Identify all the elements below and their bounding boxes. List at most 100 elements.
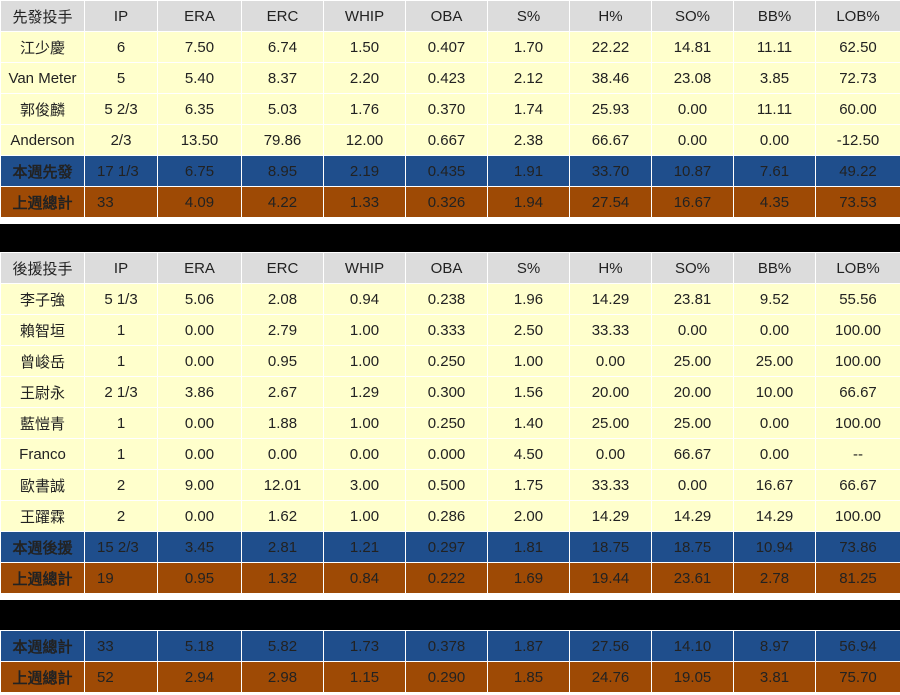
stat-cell: 66.67: [815, 469, 900, 501]
stat-cell: 2: [84, 500, 158, 532]
stat-cell: -12.50: [815, 124, 900, 156]
stat-cell: 2.79: [241, 314, 324, 346]
stat-cell: 20.00: [651, 376, 734, 408]
stat-cell: 0.370: [405, 93, 488, 125]
pitcher-name: Franco: [0, 438, 85, 470]
stat-cell: 3.86: [157, 376, 242, 408]
stat-cell: 0.00: [651, 93, 734, 125]
stat-cell: 0.378: [405, 630, 488, 662]
column-header: BB%: [733, 252, 816, 284]
this-week-total-row: 本週總計 33 5.18 5.82 1.73 0.378 1.87 27.56 14.10 8.9…: [0, 630, 900, 662]
stat-cell: 2 1/3: [84, 376, 158, 408]
stat-cell: 0.00: [733, 407, 816, 439]
stat-cell: 81.25: [815, 562, 900, 594]
pitcher-name: 江少慶: [0, 31, 85, 63]
summary-label: 本週後援: [0, 531, 85, 563]
table-row: Anderson 2/3 13.50 79.86 12.00 0.667 2.38 66.67…: [0, 124, 900, 156]
stat-cell: 0.407: [405, 31, 488, 63]
stat-cell: 15 2/3: [84, 531, 158, 563]
stat-cell: 14.81: [651, 31, 734, 63]
stat-cell: 0.00: [241, 438, 324, 470]
column-header: SO%: [651, 252, 734, 284]
stat-cell: 1.32: [241, 562, 324, 594]
stat-cell: 5.06: [157, 283, 242, 315]
stat-cell: 0.250: [405, 407, 488, 439]
stat-cell: 1.00: [323, 345, 406, 377]
column-header: ERA: [157, 252, 242, 284]
column-header: LOB%: [815, 0, 900, 32]
stat-cell: 23.81: [651, 283, 734, 315]
stat-cell: 4.09: [157, 186, 242, 218]
stat-cell: 27.54: [569, 186, 652, 218]
stat-cell: 0.500: [405, 469, 488, 501]
table-row: 賴智垣 1 0.00 2.79 1.00 0.333 2.50 33.33 0.00 0.00 10…: [0, 314, 900, 346]
stat-cell: 2.94: [157, 661, 242, 693]
stat-cell: 1.69: [487, 562, 570, 594]
stat-cell: 1.87: [487, 630, 570, 662]
stat-cell: 1.29: [323, 376, 406, 408]
stat-cell: 0.000: [405, 438, 488, 470]
stat-cell: 0.00: [651, 124, 734, 156]
stat-cell: --: [815, 438, 900, 470]
stat-cell: 38.46: [569, 62, 652, 94]
stat-cell: 0.00: [569, 438, 652, 470]
table-row: 王尉永 2 1/3 3.86 2.67 1.29 0.300 1.56 20.00 20.00 1…: [0, 376, 900, 408]
pitcher-name: 藍愷青: [0, 407, 85, 439]
summary-label: 上週總計: [0, 661, 85, 693]
stat-cell: 0.00: [157, 500, 242, 532]
column-header: IP: [84, 0, 158, 32]
stat-cell: 0.667: [405, 124, 488, 156]
stat-cell: 0.238: [405, 283, 488, 315]
stat-cell: 1.75: [487, 469, 570, 501]
column-header: WHIP: [323, 0, 406, 32]
stat-cell: 0.300: [405, 376, 488, 408]
header-row: 後援投手 IP ERA ERC WHIP OBA S% H% SO% BB% LOB%: [0, 252, 900, 284]
stat-cell: 0.95: [157, 562, 242, 594]
stat-cell: 73.53: [815, 186, 900, 218]
stat-cell: 25.00: [733, 345, 816, 377]
pitcher-name: 歐書誠: [0, 469, 85, 501]
stat-cell: 1.00: [323, 314, 406, 346]
stat-cell: 25.00: [651, 407, 734, 439]
column-header: ERC: [241, 252, 324, 284]
column-header: SO%: [651, 0, 734, 32]
stat-cell: 0.94: [323, 283, 406, 315]
stat-cell: 0.423: [405, 62, 488, 94]
stat-cell: 1: [84, 407, 158, 439]
stat-cell: 56.94: [815, 630, 900, 662]
table-row: Van Meter 5 5.40 8.37 2.20 0.423 2.12 38.46 23.0…: [0, 62, 900, 94]
last-week-row: 上週總計 19 0.95 1.32 0.84 0.222 1.69 19.44 23.61 2.7…: [0, 562, 900, 594]
pitcher-name: 賴智垣: [0, 314, 85, 346]
stat-cell: 2/3: [84, 124, 158, 156]
stat-cell: 1: [84, 345, 158, 377]
stat-cell: 8.95: [241, 155, 324, 187]
stat-cell: 22.22: [569, 31, 652, 63]
stat-cell: 0.84: [323, 562, 406, 594]
pitcher-name: 曾峻岳: [0, 345, 85, 377]
stat-cell: 1.91: [487, 155, 570, 187]
pitcher-name: 王尉永: [0, 376, 85, 408]
stat-cell: 1.56: [487, 376, 570, 408]
stat-cell: 20.00: [569, 376, 652, 408]
column-header: WHIP: [323, 252, 406, 284]
stat-cell: 5.18: [157, 630, 242, 662]
stat-cell: 8.37: [241, 62, 324, 94]
stat-cell: 5.82: [241, 630, 324, 662]
column-header: S%: [487, 252, 570, 284]
stat-cell: 100.00: [815, 345, 900, 377]
stat-cell: 25.00: [651, 345, 734, 377]
last-week-total-row: 上週總計 52 2.94 2.98 1.15 0.290 1.85 24.76 19.05 3.8…: [0, 661, 900, 693]
stat-cell: 2.78: [733, 562, 816, 594]
column-header: LOB%: [815, 252, 900, 284]
section-separator: [0, 224, 900, 252]
stat-cell: 0.250: [405, 345, 488, 377]
stat-cell: 0.00: [323, 438, 406, 470]
stat-cell: 12.00: [323, 124, 406, 156]
table-row: 郭俊麟 5 2/3 6.35 5.03 1.76 0.370 1.74 25.93 0.00 11…: [0, 93, 900, 125]
stat-cell: 16.67: [651, 186, 734, 218]
table-row: 李子強 5 1/3 5.06 2.08 0.94 0.238 1.96 14.29 23.81 9…: [0, 283, 900, 315]
stat-cell: 2: [84, 469, 158, 501]
table-row: 王躍霖 2 0.00 1.62 1.00 0.286 2.00 14.29 14.29 14.29…: [0, 500, 900, 532]
stat-cell: 72.73: [815, 62, 900, 94]
